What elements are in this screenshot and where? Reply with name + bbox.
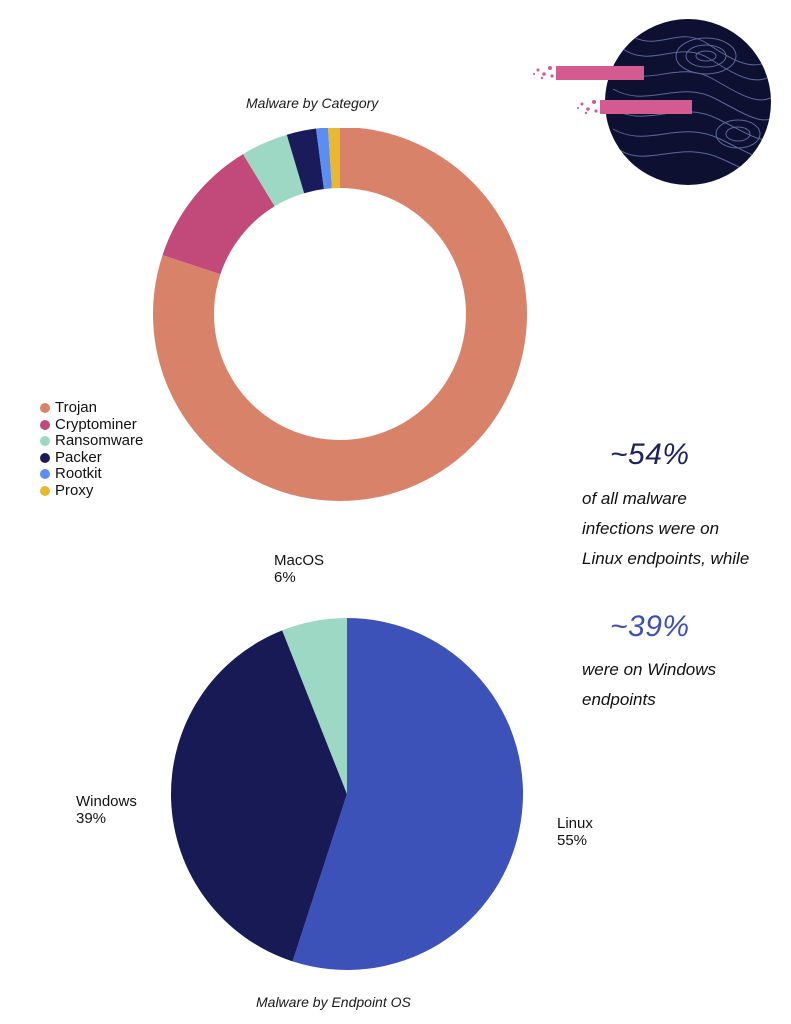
legend-item-ransomware: Ransomware xyxy=(40,432,144,450)
slice-label-windows: Windows 39% xyxy=(76,793,137,827)
slice-label-linux: Linux 55% xyxy=(557,815,593,849)
slice-label-macos-value: 6% xyxy=(274,569,296,586)
legend-item-packer: Packer xyxy=(40,448,143,467)
windows-stat-text: were on Windows endpoints xyxy=(582,655,716,715)
legend-swatch xyxy=(40,485,50,496)
category-slice-trojan xyxy=(153,128,527,501)
slice-label-linux-name: Linux xyxy=(557,815,593,832)
category-chart-title: Malware by Category xyxy=(246,95,379,111)
windows-stat-line: endpoints xyxy=(582,690,656,709)
legend-item-cryptominer: Cryptominer xyxy=(40,415,143,434)
slice-label-windows-value: 39% xyxy=(76,810,107,827)
legend-swatch xyxy=(40,403,50,414)
category-donut-chart xyxy=(153,128,527,501)
legend-label: Trojan xyxy=(55,399,97,416)
os-slice-windows xyxy=(171,630,347,962)
linux-stat-line: of all malware xyxy=(582,489,687,508)
legend-swatch xyxy=(40,419,50,430)
os-slice-macos xyxy=(282,618,347,794)
category-slice-proxy xyxy=(328,128,340,189)
os-pie-chart xyxy=(171,618,523,970)
category-slice-packer xyxy=(286,128,324,194)
slice-label-windows-name: Windows xyxy=(76,793,137,810)
emblem-pink-bars xyxy=(533,66,692,115)
decorative-topographic-emblem xyxy=(533,19,771,185)
legend-swatch xyxy=(40,452,50,463)
legend-label: Proxy xyxy=(55,481,94,499)
category-slice-rootkit xyxy=(316,128,332,190)
legend-item-trojan: Trojan xyxy=(40,399,143,417)
legend-item-proxy: Proxy xyxy=(40,481,143,500)
legend-swatch xyxy=(40,436,50,447)
category-legend: Trojan Cryptominer Ransomware Packer Rootkit… xyxy=(40,399,144,500)
linux-stat-line: Linux endpoints, while xyxy=(582,549,750,568)
slice-label-linux-value: 55% xyxy=(557,832,588,849)
os-chart-title: Malware by Endpoint OS xyxy=(256,994,411,1010)
legend-label: Cryptominer xyxy=(55,415,137,433)
linux-stat-value: ~54% xyxy=(610,438,690,471)
legend-swatch xyxy=(40,469,50,480)
windows-stat-line: were on Windows xyxy=(582,660,717,679)
legend-label: Packer xyxy=(55,448,102,466)
legend-item-rootkit: Rootkit xyxy=(40,465,143,483)
category-slice-ransomware xyxy=(243,134,305,207)
slice-label-macos-name: MacOS xyxy=(274,552,325,569)
legend-label: Ransomware xyxy=(55,432,144,449)
linux-stat-text: of all malware infections were on Linux … xyxy=(582,484,749,574)
linux-stat-line: infections were on xyxy=(582,519,720,538)
slice-label-macos: MacOS 6% xyxy=(274,552,324,586)
os-slice-linux xyxy=(292,618,523,970)
legend-label: Rootkit xyxy=(55,465,102,482)
category-slice-cryptominer xyxy=(162,154,275,275)
windows-stat-value: ~39% xyxy=(610,610,690,643)
